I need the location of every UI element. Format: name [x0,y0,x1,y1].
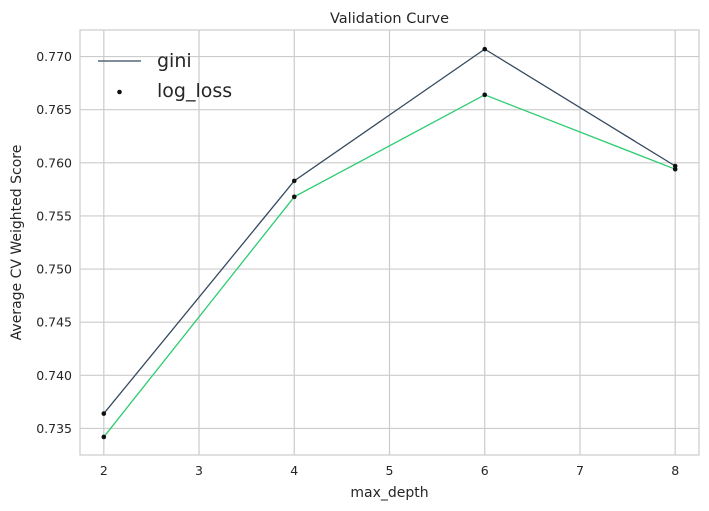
grid [80,30,699,455]
x-tick-label: 5 [386,463,394,478]
data-point-log-loss [101,434,107,440]
y-tick-label: 0.765 [36,102,72,117]
x-tick-label: 7 [576,463,584,478]
data-point-log-loss [291,194,297,200]
axis-ticks: 2 3 4 5 6 7 8 0.735 0.740 0.745 0.750 0.755 0.760 0.7… [36,49,679,478]
series [101,46,678,440]
data-point-gini [672,163,678,169]
y-tick-label: 0.770 [36,49,72,64]
y-axis-title: Average CV Weighted Score [9,145,25,341]
y-tick-label: 0.760 [36,155,72,170]
x-tick-label: 3 [195,463,203,478]
y-tick-label: 0.755 [36,208,72,223]
data-point-gini [101,411,107,416]
y-tick-label: 0.735 [36,421,72,436]
data-point-log-loss [672,166,678,172]
y-tick-label: 0.740 [36,368,72,383]
x-tick-label: 4 [290,463,298,478]
x-tick-label: 2 [100,463,108,478]
data-point-log-loss [482,92,488,98]
legend-label-gini: gini [157,50,192,72]
legend: gini log_loss [98,50,232,102]
x-axis-title: max_depth [350,485,428,501]
legend-label-log-loss: log_loss [157,80,232,102]
y-tick-label: 0.745 [36,315,72,330]
series-line-gini [103,48,676,414]
x-tick-label: 8 [671,463,679,478]
data-point-gini [291,178,297,184]
y-tick-label: 0.750 [36,262,72,277]
series-line-log-loss [103,94,676,438]
legend-marker-swatch [117,89,122,95]
chart-title: Validation Curve [330,11,449,27]
x-tick-label: 6 [481,463,489,478]
data-point-gini [482,46,488,52]
